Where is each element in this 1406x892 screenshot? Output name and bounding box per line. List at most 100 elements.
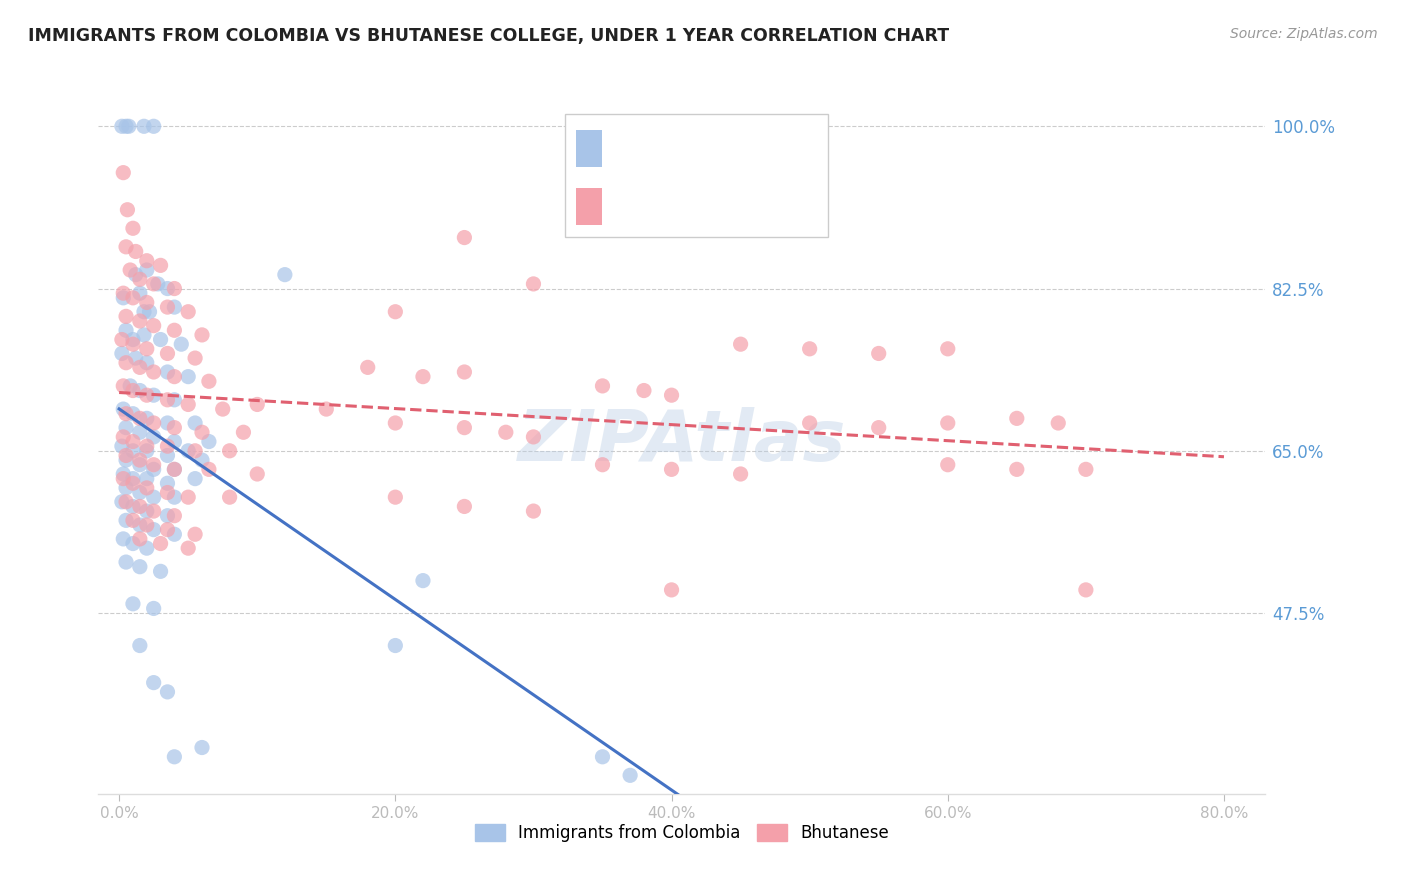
Point <box>135 356 157 370</box>
Point <box>115 120 138 134</box>
Point <box>191 425 214 440</box>
Point <box>163 323 186 337</box>
Point <box>115 481 138 495</box>
Point <box>799 342 821 356</box>
Point <box>122 384 145 398</box>
Point <box>156 508 179 523</box>
Point <box>936 342 959 356</box>
Point <box>246 467 269 481</box>
Point <box>112 166 135 180</box>
Point <box>122 221 145 235</box>
Point <box>122 472 145 486</box>
Point <box>163 300 186 314</box>
Point <box>163 462 186 476</box>
Point <box>128 411 150 425</box>
Point <box>384 490 406 504</box>
Point <box>592 749 614 764</box>
Point <box>115 323 138 337</box>
Point <box>198 434 221 449</box>
Point <box>112 467 135 481</box>
Point <box>122 407 145 421</box>
Point <box>315 402 337 417</box>
Point <box>115 555 138 569</box>
Point <box>142 490 165 504</box>
Text: IMMIGRANTS FROM COLOMBIA VS BHUTANESE COLLEGE, UNDER 1 YEAR CORRELATION CHART: IMMIGRANTS FROM COLOMBIA VS BHUTANESE CO… <box>28 27 949 45</box>
Point <box>522 430 544 444</box>
Point <box>115 453 138 467</box>
Point <box>135 253 157 268</box>
Point <box>163 434 186 449</box>
Point <box>936 416 959 430</box>
Point <box>142 462 165 476</box>
Point <box>661 582 683 597</box>
Point <box>135 481 157 495</box>
Point <box>111 439 134 453</box>
Point <box>128 453 150 467</box>
Point <box>495 425 517 440</box>
Point <box>163 392 186 407</box>
Point <box>135 541 157 556</box>
Point <box>453 230 475 244</box>
Point <box>184 416 207 430</box>
Point <box>112 532 135 546</box>
Text: Source: ZipAtlas.com: Source: ZipAtlas.com <box>1230 27 1378 41</box>
Point <box>619 768 641 782</box>
Point <box>146 277 169 291</box>
Point <box>125 244 148 259</box>
Point <box>149 333 172 347</box>
Point <box>128 360 150 375</box>
Point <box>115 407 138 421</box>
Point <box>1047 416 1070 430</box>
Point <box>122 443 145 458</box>
Point <box>135 439 157 453</box>
Point <box>198 374 221 388</box>
Point <box>384 639 406 653</box>
Point <box>128 639 150 653</box>
Point <box>135 295 157 310</box>
Point <box>122 500 145 514</box>
Point <box>246 397 269 411</box>
Point <box>128 384 150 398</box>
Point <box>163 508 186 523</box>
Point <box>936 458 959 472</box>
Point <box>112 286 135 301</box>
Point <box>177 443 200 458</box>
Point <box>191 453 214 467</box>
Point <box>156 685 179 699</box>
Point <box>177 490 200 504</box>
Point <box>142 277 165 291</box>
Text: ZIPAtlas: ZIPAtlas <box>517 407 846 476</box>
Point <box>142 430 165 444</box>
Point <box>112 430 135 444</box>
Point <box>128 518 150 533</box>
Point <box>142 523 165 537</box>
Point <box>111 495 134 509</box>
Point <box>149 536 172 550</box>
Point <box>149 258 172 272</box>
Point <box>184 472 207 486</box>
Point <box>730 337 752 351</box>
Point <box>592 458 614 472</box>
Point <box>142 458 165 472</box>
Point <box>384 304 406 318</box>
Point <box>218 443 240 458</box>
Point <box>122 513 145 527</box>
Point <box>412 574 434 588</box>
Point <box>191 740 214 755</box>
Point <box>730 467 752 481</box>
Point <box>122 291 145 305</box>
Point <box>128 425 150 440</box>
Point <box>135 443 157 458</box>
Point <box>1074 582 1097 597</box>
Point <box>142 504 165 518</box>
Point <box>111 346 134 360</box>
Point <box>198 462 221 476</box>
Point <box>522 504 544 518</box>
Point <box>115 240 138 254</box>
Point <box>128 458 150 472</box>
Point <box>118 120 141 134</box>
Point <box>156 416 179 430</box>
Point <box>135 388 157 402</box>
Point <box>120 379 142 393</box>
Point <box>170 337 193 351</box>
